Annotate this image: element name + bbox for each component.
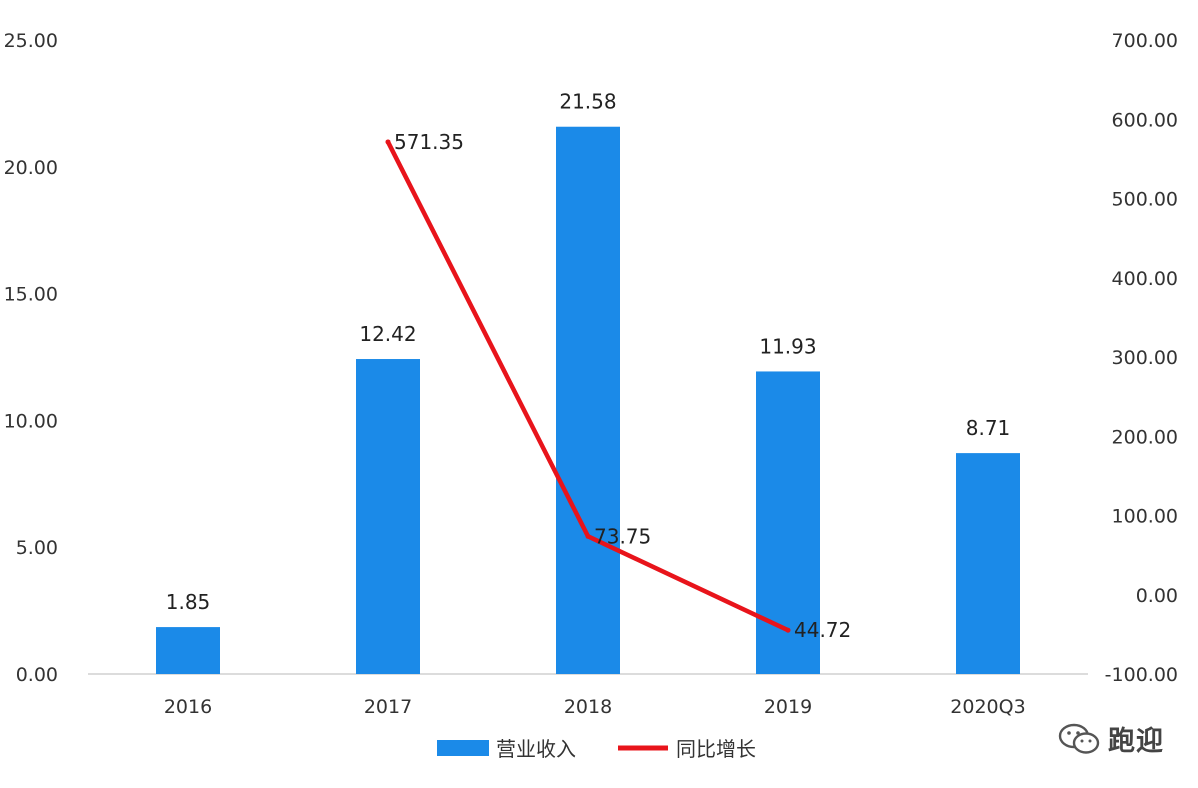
line-point	[785, 627, 791, 633]
line-value-label: 73.75	[594, 524, 651, 548]
bar	[156, 627, 220, 674]
data-labels: 1.85 12.42 21.58 11.93 8.71 571.35 73.75 44.72	[166, 90, 1011, 642]
legend-line-label: 同比增长	[676, 737, 756, 761]
bar-value-label: 1.85	[166, 590, 211, 614]
line-value-label: 571.35	[394, 130, 464, 154]
watermark: 跑迎	[1058, 719, 1164, 758]
wechat-icon	[1058, 723, 1100, 754]
x-axis: 2016 2017 2018 2019 2020Q3	[88, 673, 1088, 718]
x-tick-label: 2017	[364, 696, 412, 718]
left-axis: 0.00 5.00 10.00 15.00 20.00 25.00	[4, 30, 58, 686]
bar	[756, 371, 820, 674]
left-tick-label: 10.00	[4, 410, 58, 432]
left-tick-label: 5.00	[16, 537, 58, 559]
x-tick-label: 2016	[164, 696, 212, 718]
line-point	[585, 533, 591, 539]
x-tick-label: 2019	[764, 696, 812, 718]
bar-value-label: 21.58	[559, 90, 616, 114]
bar-series	[156, 126, 1020, 674]
left-tick-label: 20.00	[4, 157, 58, 179]
right-tick-label: 700.00	[1112, 30, 1178, 52]
legend: 营业收入 同比增长	[437, 737, 756, 761]
x-tick-label: 2020Q3	[950, 696, 1025, 718]
right-tick-label: 400.00	[1112, 268, 1178, 290]
right-axis: -100.00 0.00 100.00 200.00 300.00 400.00 500.0…	[1105, 30, 1178, 686]
bar-value-label: 8.71	[966, 416, 1011, 440]
right-tick-label: 500.00	[1112, 189, 1178, 211]
left-tick-label: 15.00	[4, 284, 58, 306]
bar	[556, 126, 620, 674]
legend-bar-swatch	[437, 740, 489, 756]
line-series	[385, 139, 791, 633]
bar-value-label: 12.42	[359, 322, 416, 346]
left-tick-label: 0.00	[16, 664, 58, 686]
bar-value-label: 11.93	[759, 334, 816, 358]
right-tick-label: 100.00	[1112, 506, 1178, 528]
right-tick-label: 0.00	[1136, 585, 1178, 607]
x-tick-label: 2018	[564, 696, 612, 718]
bar	[956, 453, 1020, 674]
line-value-label: 44.72	[794, 618, 851, 642]
right-tick-label: 300.00	[1112, 347, 1178, 369]
left-tick-label: 25.00	[4, 30, 58, 52]
bar	[356, 359, 420, 674]
right-tick-label: 200.00	[1112, 426, 1178, 448]
right-tick-label: -100.00	[1105, 664, 1178, 686]
legend-bar-label: 营业收入	[496, 737, 576, 761]
right-tick-label: 600.00	[1112, 109, 1178, 131]
line-point	[385, 139, 391, 145]
watermark-text: 跑迎	[1108, 726, 1164, 757]
